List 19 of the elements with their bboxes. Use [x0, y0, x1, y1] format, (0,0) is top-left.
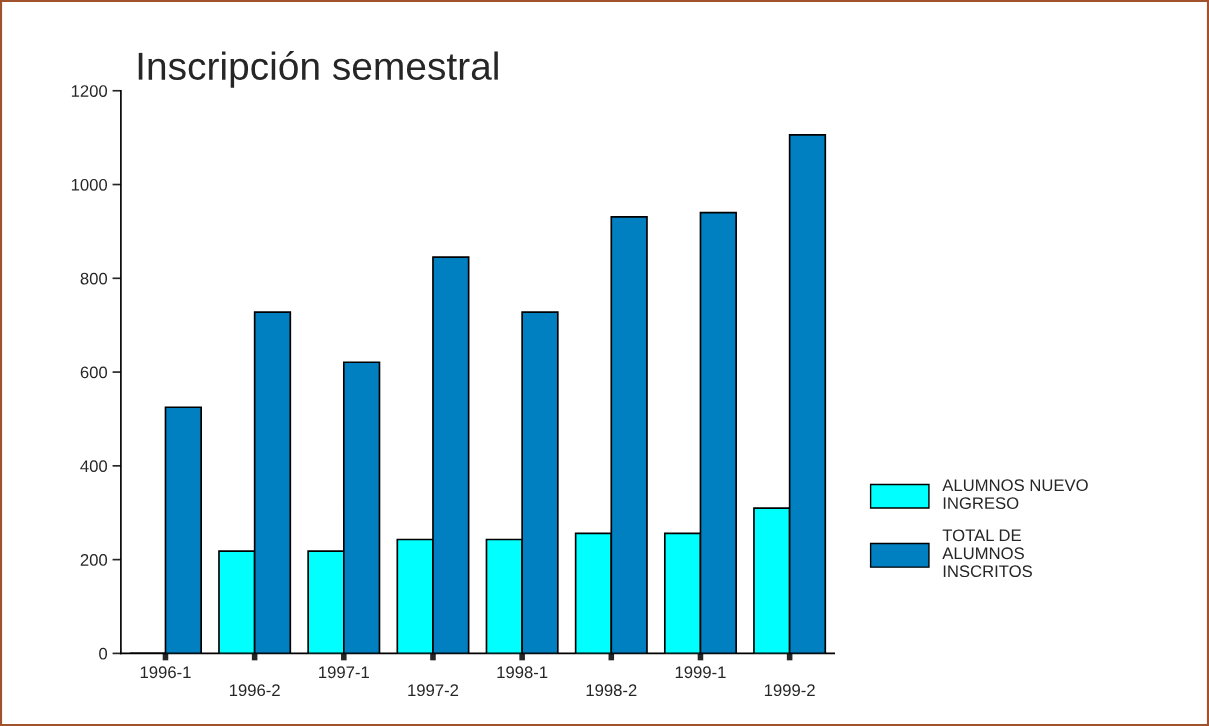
legend-label: ALUMNOS NUEVO INGRESO: [942, 479, 1088, 510]
bar: [164, 406, 202, 654]
x-tick-label: 1997-2: [408, 684, 459, 697]
y-tick-label: 800: [80, 272, 108, 285]
chart-title: Inscripción semestral: [138, 51, 498, 88]
x-tick-label: 1998-2: [586, 684, 637, 697]
x-tick-label: 1999-1: [675, 666, 726, 679]
x-tick-label: 1997-1: [319, 666, 369, 679]
legend-label: TOTAL DE ALUMNOS INSCRITOS: [942, 529, 1032, 578]
x-tick-label: 1999-2: [764, 684, 815, 697]
x-tick-label: 1996-1: [140, 666, 191, 679]
y-tick-label: 0: [99, 647, 108, 660]
y-tick-label: 400: [80, 460, 108, 473]
y-tick-label: 1000: [71, 178, 108, 191]
x-tick-label: 1996-2: [229, 684, 280, 697]
y-tick-label: 600: [80, 366, 108, 379]
y-tick-label: 200: [80, 554, 108, 566]
x-tick-label: 1998-1: [497, 666, 548, 679]
y-tick-label: 1200: [71, 85, 108, 97]
